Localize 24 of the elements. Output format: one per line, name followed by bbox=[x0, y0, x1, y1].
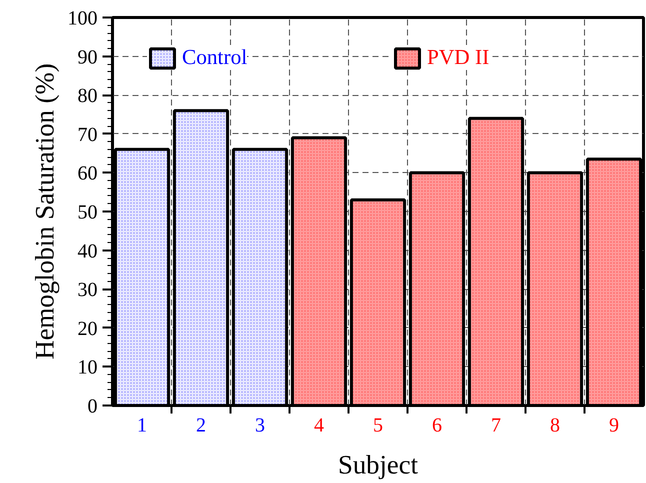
x-tick-label: 9 bbox=[609, 414, 619, 436]
legend-label: Control bbox=[182, 45, 248, 70]
y-tick-label: 80 bbox=[78, 85, 98, 108]
y-tick-label: 70 bbox=[78, 124, 98, 146]
y-tick-label: 30 bbox=[78, 279, 98, 302]
x-tick-label: 7 bbox=[491, 414, 501, 436]
x-tick-label: 8 bbox=[550, 414, 560, 436]
y-tick-label: 40 bbox=[78, 240, 98, 262]
y-tick-label: 0 bbox=[88, 396, 98, 418]
y-tick-label: 10 bbox=[78, 356, 98, 379]
x-tick-label: 3 bbox=[255, 414, 265, 436]
y-tick-label: 20 bbox=[78, 318, 98, 340]
y-axis-title: Hemoglobin Saturation (%) bbox=[30, 63, 60, 360]
y-tick-label: 60 bbox=[78, 162, 98, 185]
x-tick-label: 2 bbox=[196, 414, 206, 436]
legend-label: PVD II bbox=[427, 45, 490, 70]
y-tick-label: 100 bbox=[68, 8, 98, 30]
x-tick-label: 1 bbox=[137, 414, 147, 436]
x-axis-title: Subject bbox=[338, 450, 419, 480]
y-tick-label: 50 bbox=[78, 202, 98, 224]
y-tick-label: 90 bbox=[78, 46, 98, 68]
x-tick-label: 4 bbox=[314, 414, 324, 436]
x-tick-label: 5 bbox=[373, 414, 383, 436]
x-tick-label: 6 bbox=[432, 414, 442, 436]
